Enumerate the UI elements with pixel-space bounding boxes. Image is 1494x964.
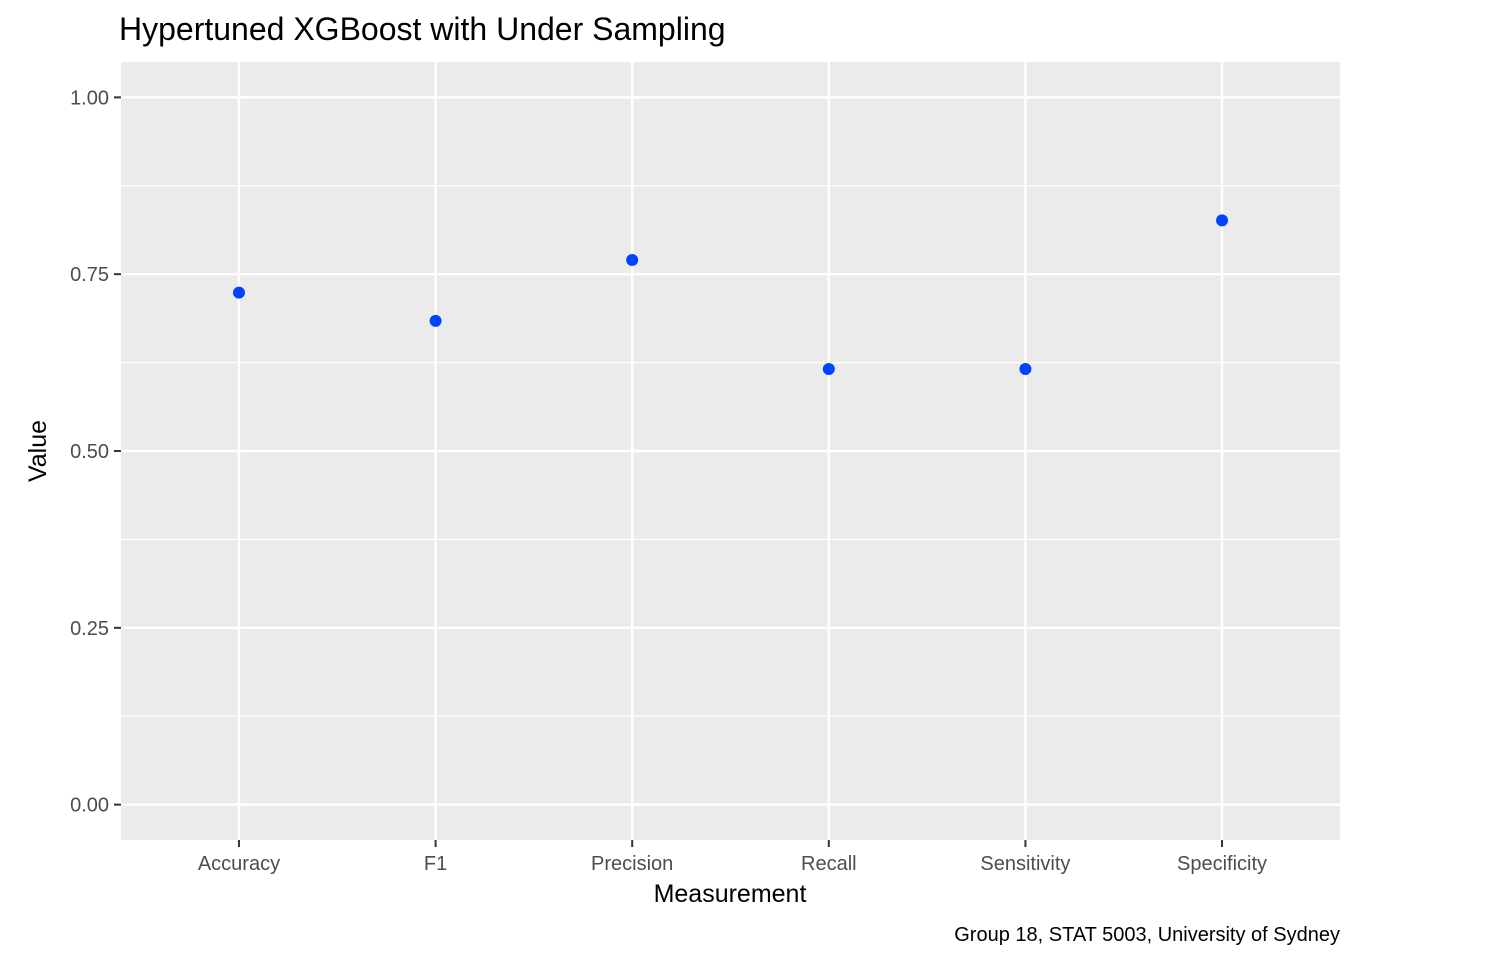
data-point-f1 (429, 314, 442, 327)
x-tick-label: Sensitivity (980, 853, 1070, 875)
data-points (232, 214, 1229, 375)
y-tick-label: 0.75 (70, 264, 109, 286)
y-tick-label: 0.00 (70, 795, 109, 817)
chart-caption: Group 18, STAT 5003, University of Sydne… (954, 924, 1340, 946)
data-point-recall (822, 362, 835, 375)
x-tick-label: Specificity (1177, 853, 1267, 875)
minor-gridlines (121, 185, 1340, 717)
x-axis-title: Measurement (654, 880, 807, 908)
major-gridlines (121, 62, 1340, 840)
x-tick-label: Precision (591, 853, 673, 875)
y-axis: 0.00 0.25 0.50 0.75 1.00 (70, 87, 121, 817)
data-point-accuracy (232, 286, 245, 299)
chart-title: Hypertuned XGBoost with Under Sampling (119, 11, 726, 47)
y-tick-label: 0.25 (70, 618, 109, 640)
y-tick-label: 0.50 (70, 441, 109, 463)
y-axis-title: Value (24, 420, 52, 482)
x-axis: Accuracy F1 Precision Recall Sensitivity Spec… (198, 840, 1267, 875)
x-tick-label: Accuracy (198, 853, 280, 875)
y-tick-label: 1.00 (70, 87, 109, 109)
data-point-precision (626, 254, 639, 267)
data-point-specificity (1216, 214, 1229, 227)
x-tick-label: F1 (424, 853, 447, 875)
data-point-sensitivity (1019, 362, 1032, 375)
x-tick-label: Recall (801, 853, 857, 875)
